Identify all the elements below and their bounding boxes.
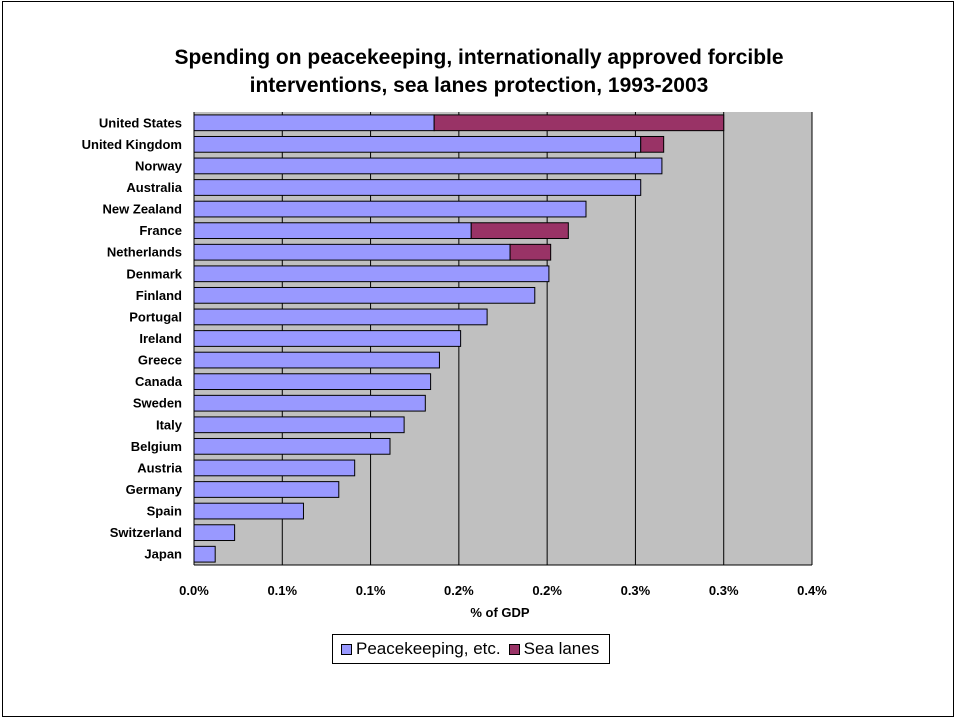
bar-united-kingdom-peacekeeping-etc: [193, 135, 642, 153]
bar-sweden-peacekeeping-etc: [193, 394, 426, 412]
category-label-united-states: United States: [99, 115, 182, 130]
bar-norway-peacekeeping-etc: [193, 157, 663, 175]
category-labels: United States United Kingdom Norway Austral…: [82, 115, 183, 561]
x-tick-label-6: 0.3%: [709, 583, 739, 598]
bar-netherlands-sea-lanes: [509, 243, 552, 261]
category-label-canada: Canada: [135, 374, 183, 389]
bar-canada-peacekeeping-etc: [193, 373, 432, 391]
bar-austria-peacekeeping-etc: [193, 459, 356, 477]
bar-japan-peacekeeping-etc: [193, 545, 216, 563]
bar-france-peacekeeping-etc: [193, 222, 472, 240]
bar-italy-peacekeeping-etc: [193, 416, 405, 434]
bar-australia-peacekeeping-etc: [193, 179, 642, 196]
category-label-japan: Japan: [144, 547, 182, 562]
x-tick-label-3: 0.2%: [444, 583, 474, 598]
bar-finland-peacekeeping-etc: [193, 286, 536, 304]
bar-united-states-peacekeeping-etc: [193, 114, 435, 132]
bar-germany-peacekeeping-etc: [193, 481, 340, 498]
category-label-norway: Norway: [135, 158, 183, 173]
category-label-switzerland: Switzerland: [110, 525, 182, 540]
bar-united-kingdom-sea-lanes: [640, 135, 665, 153]
category-label-austria: Austria: [137, 460, 183, 475]
category-label-australia: Australia: [126, 180, 182, 195]
legend-label-peacekeeping: Peacekeeping, etc.: [356, 639, 501, 658]
category-label-portugal: Portugal: [129, 309, 182, 324]
bar-spain-peacekeeping-etc: [193, 502, 304, 520]
legend-item-sea-lanes: Sea lanes: [508, 639, 600, 659]
bar-greece-peacekeeping-etc: [193, 351, 440, 369]
chart-title-line-1: Spending on peacekeeping, internationall…: [174, 46, 784, 69]
bar-denmark-peacekeeping-etc: [193, 265, 550, 283]
category-label-ireland: Ireland: [139, 331, 182, 346]
x-axis-title: % of GDP: [470, 605, 530, 620]
legend: Peacekeeping, etc. Sea lanes: [332, 634, 611, 664]
category-label-new-zealand: New Zealand: [103, 202, 183, 217]
bar-france-sea-lanes: [470, 222, 569, 240]
category-label-sweden: Sweden: [133, 396, 182, 411]
bar-belgium-peacekeeping-etc: [193, 437, 391, 455]
bar-portugal-peacekeeping-etc: [193, 308, 488, 326]
category-label-netherlands: Netherlands: [107, 245, 182, 260]
category-label-finland: Finland: [136, 288, 182, 303]
category-label-spain: Spain: [147, 504, 182, 519]
legend-swatch-peacekeeping: [341, 643, 352, 655]
x-tick-label-7: 0.4%: [797, 583, 827, 598]
x-tick-label-5: 0.3%: [621, 583, 651, 598]
category-label-france: France: [139, 223, 182, 238]
bars: [193, 114, 725, 563]
category-label-belgium: Belgium: [131, 439, 182, 454]
category-label-denmark: Denmark: [126, 266, 182, 281]
bar-netherlands-peacekeeping-etc: [193, 243, 511, 261]
x-tick-labels: 0.0% 0.1% 0.1% 0.2% 0.2% 0.3% 0.3% 0.4%: [179, 583, 827, 598]
bar-united-states-sea-lanes: [433, 114, 725, 132]
legend-item-peacekeeping: Peacekeeping, etc.: [341, 639, 501, 659]
category-label-italy: Italy: [156, 417, 183, 432]
bar-ireland-peacekeeping-etc: [193, 330, 462, 347]
x-tick-label-1: 0.1%: [267, 583, 297, 598]
bar-new-zealand-peacekeeping-etc: [193, 200, 587, 218]
category-label-germany: Germany: [126, 482, 183, 497]
x-tick-label-0: 0.0%: [179, 583, 209, 598]
bar-switzerland-peacekeeping-etc: [193, 524, 236, 542]
x-tick-label-4: 0.2%: [532, 583, 562, 598]
legend-swatch-sea-lanes: [508, 643, 520, 655]
chart-title-line-2: interventions, sea lanes protection, 199…: [249, 74, 709, 97]
x-tick-label-2: 0.1%: [356, 583, 386, 598]
category-label-greece: Greece: [138, 353, 182, 368]
chart-title: Spending on peacekeeping, internationall…: [0, 44, 958, 100]
category-label-united-kingdom: United Kingdom: [82, 137, 182, 152]
legend-label-sea-lanes: Sea lanes: [523, 639, 600, 658]
